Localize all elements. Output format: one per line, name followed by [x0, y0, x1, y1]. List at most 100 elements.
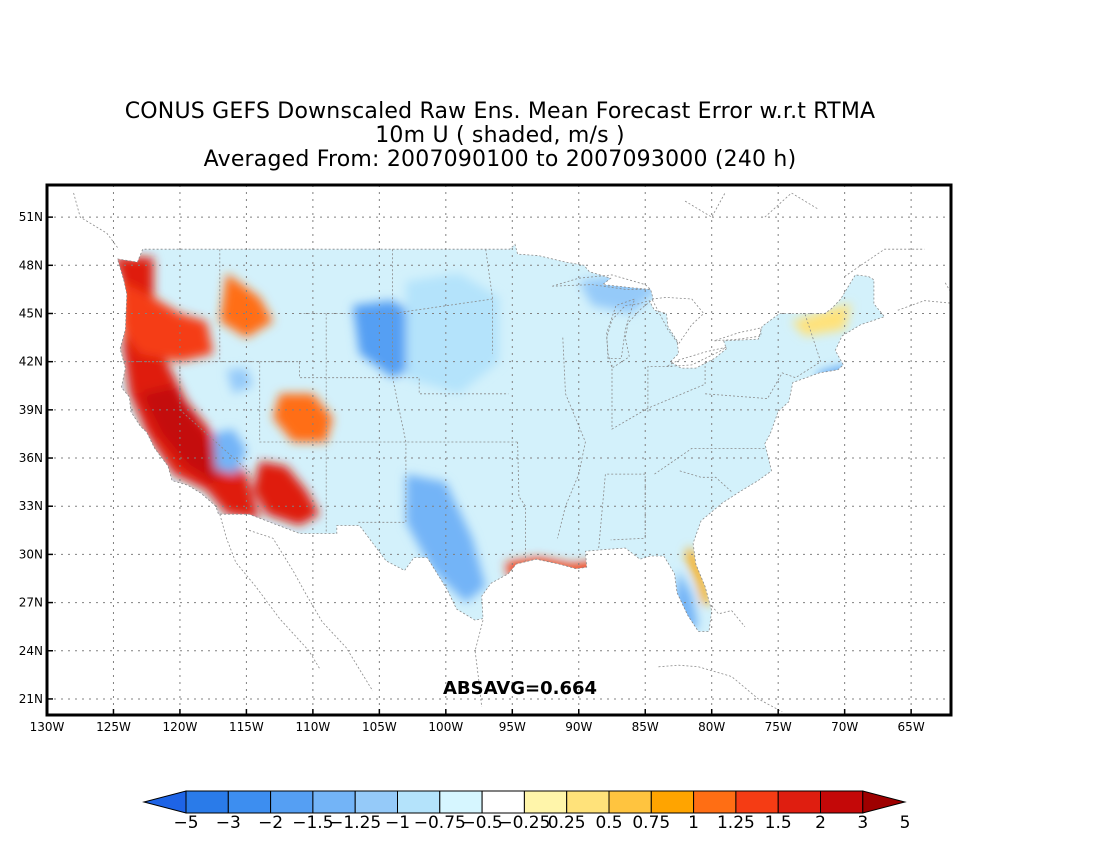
state-line	[358, 249, 407, 523]
coastline	[248, 529, 374, 692]
lon-tick-label: 65W	[898, 720, 925, 734]
colorbar-label: −1.5	[292, 813, 333, 833]
lon-tick-label: 75W	[765, 720, 792, 734]
colorbar-swatch	[312, 790, 356, 814]
lat-tick-label: 36N	[19, 451, 43, 465]
lat-tick-label: 21N	[19, 692, 43, 706]
coastline	[658, 664, 783, 713]
colorbar-swatch	[566, 790, 610, 814]
colorbar: −5 −3 −2 −1.5−1.25 −1 −0.75−0.5−0.250.25 0.5 0.…	[142, 790, 911, 833]
colorbar-label: −0.75	[414, 813, 466, 833]
lon-tick-label: 85W	[632, 720, 659, 734]
lat-tick-label: 48N	[19, 258, 43, 272]
colorbar-swatch	[185, 790, 229, 814]
lon-tick-label: 115W	[229, 720, 264, 734]
boundary-lines	[73, 192, 951, 713]
colorbar-swatch	[608, 790, 652, 814]
colorbar-high-arrow	[862, 790, 907, 814]
colorbar-swatch	[481, 790, 525, 814]
colorbar-label: 0.25	[548, 813, 586, 833]
state-lines	[120, 249, 822, 561]
colorbar-swatch	[397, 790, 441, 814]
colorbar-label: 1.5	[765, 813, 792, 833]
colorbar-label: −1.25	[329, 813, 381, 833]
foreign-coastlines	[73, 192, 951, 713]
state-line	[485, 249, 493, 354]
lon-tick-label: 125W	[96, 720, 131, 734]
field-region-utah-orange	[273, 393, 333, 442]
coastline	[73, 192, 120, 250]
lon-tick-label: 110W	[295, 720, 330, 734]
map-title-block: CONUS GEFS Downscaled Raw Ens. Mean Fore…	[0, 100, 1000, 172]
lon-tick-label: 95W	[499, 720, 526, 734]
coastline	[684, 192, 726, 218]
state-line	[654, 448, 767, 475]
lat-tick-label: 42N	[19, 355, 43, 369]
state-line	[259, 361, 518, 443]
coastline	[711, 605, 746, 627]
colorbar-label: −2	[258, 813, 283, 833]
colorbar-swatch	[735, 790, 779, 814]
lat-tick-label: 24N	[19, 644, 43, 658]
conus-outline	[116, 243, 886, 632]
colorbar-label: 1.25	[717, 813, 755, 833]
lon-tick-label: 80W	[698, 720, 725, 734]
lon-tick-label: 90W	[565, 720, 592, 734]
state-line	[557, 337, 586, 539]
lake-outline	[666, 346, 727, 367]
field-region-arizona-red	[253, 461, 320, 526]
colorbar-label: 2	[815, 813, 826, 833]
state-line	[679, 470, 732, 493]
colorbar-swatch	[693, 790, 737, 814]
longitude-axis: 130W 125W 120W 115W 110W 105W 100W 95W 90W 85W 80W…	[30, 709, 925, 734]
lat-tick-label: 39N	[19, 403, 43, 417]
colorbar-swatch	[777, 790, 822, 814]
latitude-axis: 51N 48N 45N 42N 39N 36N 33N 30N 27N 24N 21N	[19, 210, 53, 706]
title-line-1: CONUS GEFS Downscaled Raw Ens. Mean Fore…	[124, 99, 876, 124]
colorbar-label: −5	[173, 813, 198, 833]
state-line	[598, 473, 646, 549]
field-region-plains-lightblue	[405, 273, 499, 394]
lake-outline	[606, 298, 636, 359]
coastline	[219, 514, 320, 669]
colorbar-swatch	[820, 790, 864, 814]
colorbar-label: −3	[216, 813, 241, 833]
colorbar-label: 0.5	[595, 813, 622, 833]
lat-tick-label: 45N	[19, 306, 43, 320]
coastline	[474, 620, 484, 708]
colorbar-label: −1	[385, 813, 410, 833]
colorbar-low-arrow	[142, 790, 187, 814]
lat-tick-label: 27N	[19, 596, 43, 610]
lat-tick-label: 30N	[19, 547, 43, 561]
coastline	[844, 248, 925, 277]
field-region-california-interior-hot	[140, 385, 227, 483]
title-line-3: Averaged From: 2007090100 to 2007093000 …	[203, 147, 797, 172]
colorbar-swatch	[523, 790, 568, 814]
state-line	[517, 441, 526, 561]
colorbar-label: 1	[688, 813, 699, 833]
graticule	[47, 185, 951, 715]
field-region-nevada-blue	[213, 429, 247, 475]
conus-base-field	[117, 244, 885, 632]
colorbar-swatch	[650, 790, 695, 814]
colorbar-label: 5	[900, 813, 911, 833]
colorbar-swatch	[439, 790, 483, 814]
lon-tick-label: 105W	[362, 720, 397, 734]
colorbar-label: 3	[857, 813, 868, 833]
colorbar-swatch	[354, 790, 399, 814]
state-line	[647, 361, 673, 414]
lon-tick-label: 70W	[831, 720, 858, 734]
great-lakes-outline	[552, 274, 762, 367]
state-line	[611, 361, 706, 430]
lon-tick-label: 120W	[163, 720, 198, 734]
colorbar-label: −0.25	[498, 813, 550, 833]
lon-tick-label: 100W	[428, 720, 463, 734]
colorbar-label: −0.5	[461, 813, 502, 833]
colorbar-swatch	[270, 790, 314, 814]
colorbar-swatch	[227, 790, 272, 814]
title-line-2: 10m U ( shaded, m/s )	[375, 123, 625, 148]
lake-outline	[651, 296, 705, 345]
map-frame	[45, 183, 953, 717]
lat-tick-label: 33N	[19, 499, 43, 513]
